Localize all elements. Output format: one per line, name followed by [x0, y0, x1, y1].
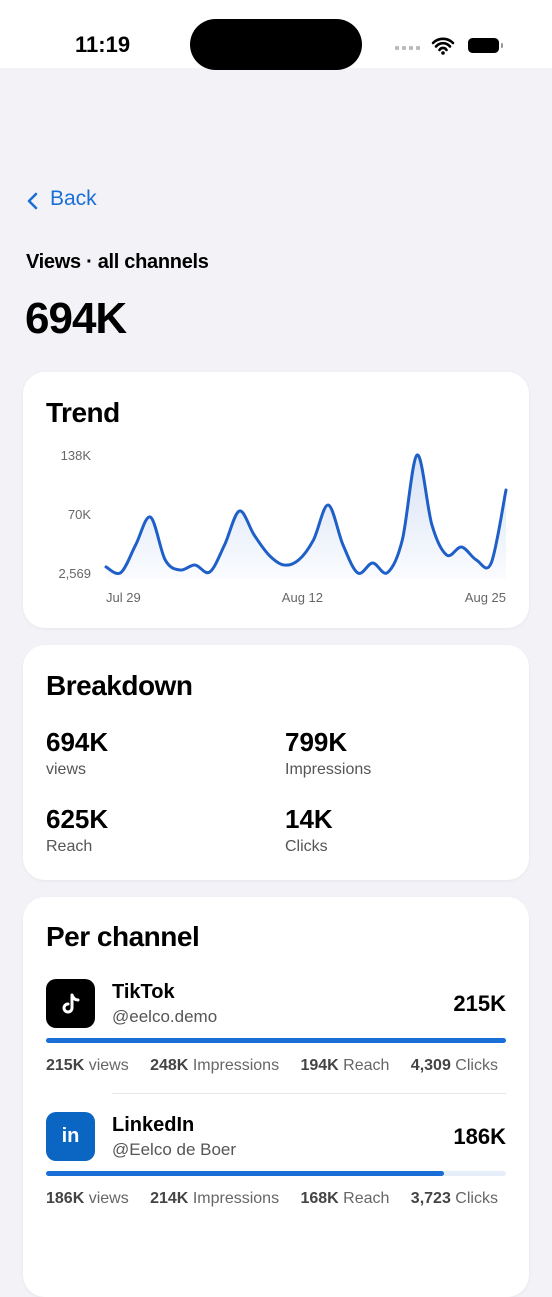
stat-value: 214K — [150, 1190, 189, 1207]
channel-handle: @eelco.demo — [112, 1007, 218, 1026]
card-title: Per channel — [46, 921, 200, 952]
channel-name: TikTok — [112, 981, 175, 1003]
stat-label: Impressions — [192, 1057, 280, 1074]
channel-stat: 194K Reach — [300, 1057, 389, 1075]
channel-stat: 186K views — [46, 1190, 129, 1208]
channel-total: 215K — [453, 991, 506, 1016]
channel-name: LinkedIn — [112, 1114, 195, 1136]
stat-label: Reach — [343, 1190, 390, 1207]
channel-card — [23, 897, 529, 1297]
breakdown-value: 625K — [46, 804, 109, 834]
card-title: Breakdown — [46, 670, 193, 701]
x-tick-label: Aug 12 — [282, 590, 323, 605]
stat-value: 248K — [150, 1057, 189, 1074]
channel-stat: 215K views — [46, 1057, 129, 1075]
channel-icon — [46, 979, 95, 1028]
breakdown-value: 14K — [285, 804, 333, 834]
status-icons — [395, 37, 503, 55]
trend-line — [104, 453, 508, 575]
channel-handle: @Eelco de Boer — [112, 1140, 237, 1159]
stat-value: 186K — [46, 1190, 85, 1207]
tiktok-logo — [62, 993, 79, 1013]
dynamic-island — [190, 19, 362, 70]
stat-value: 4,309 — [410, 1057, 451, 1074]
breakdown-label: views — [46, 761, 87, 778]
x-tick-label: Aug 25 — [465, 590, 506, 605]
channel-bar — [46, 1171, 444, 1176]
channel-stat: 248K Impressions — [150, 1057, 279, 1075]
trend-card — [23, 372, 529, 628]
channel-stat: 4,309 Clicks — [411, 1057, 498, 1075]
stat-value: 168K — [300, 1190, 339, 1207]
channel-bar — [46, 1038, 506, 1043]
stat-label: Impressions — [192, 1190, 280, 1207]
stat-value: 3,723 — [410, 1190, 451, 1207]
channel-divider — [112, 1093, 506, 1094]
stat-label: Reach — [343, 1057, 390, 1074]
stat-value: 215K — [46, 1057, 85, 1074]
trend-chart: 2,569 70K 138K Jul 29 Aug 12 Aug 25 — [58, 448, 508, 605]
channel-stat: 3,723 Clicks — [411, 1190, 498, 1208]
stat-value: 194K — [300, 1057, 339, 1074]
channel-stats: 186K views 214K Impressions 168K Reach 3,72… — [46, 1190, 498, 1208]
channel-stat: 214K Impressions — [150, 1190, 279, 1208]
y-tick-label: 70K — [68, 507, 91, 522]
stat-label: views — [88, 1190, 129, 1207]
breakdown-value: 799K — [285, 727, 348, 757]
stat-label: Clicks — [455, 1190, 498, 1207]
y-tick-label: 2,569 — [58, 566, 91, 581]
page-subtitle: Views · all channels — [26, 251, 209, 273]
y-tick-label: 138K — [61, 448, 92, 463]
breakdown-label: Impressions — [285, 761, 372, 778]
channel-stats: 215K views 248K Impressions 194K Reach 4,30… — [46, 1057, 498, 1075]
trend-area — [106, 454, 506, 579]
breakdown-label: Clicks — [285, 838, 328, 855]
stat-label: views — [88, 1057, 129, 1074]
page-total: 694K — [25, 294, 127, 343]
stat-label: Clicks — [455, 1057, 498, 1074]
x-tick-label: Jul 29 — [106, 590, 141, 605]
back-chevron[interactable] — [26, 191, 40, 211]
card-title: Trend — [46, 397, 120, 428]
channel-stat: 168K Reach — [300, 1190, 389, 1208]
channel-icon: in — [46, 1112, 95, 1161]
back-button[interactable]: Back — [50, 187, 97, 210]
breakdown-card — [23, 645, 529, 880]
breakdown-value: 694K — [46, 727, 109, 757]
breakdown-label: Reach — [46, 838, 93, 855]
status-time: 11:19 — [75, 32, 131, 57]
channel-total: 186K — [453, 1124, 506, 1149]
